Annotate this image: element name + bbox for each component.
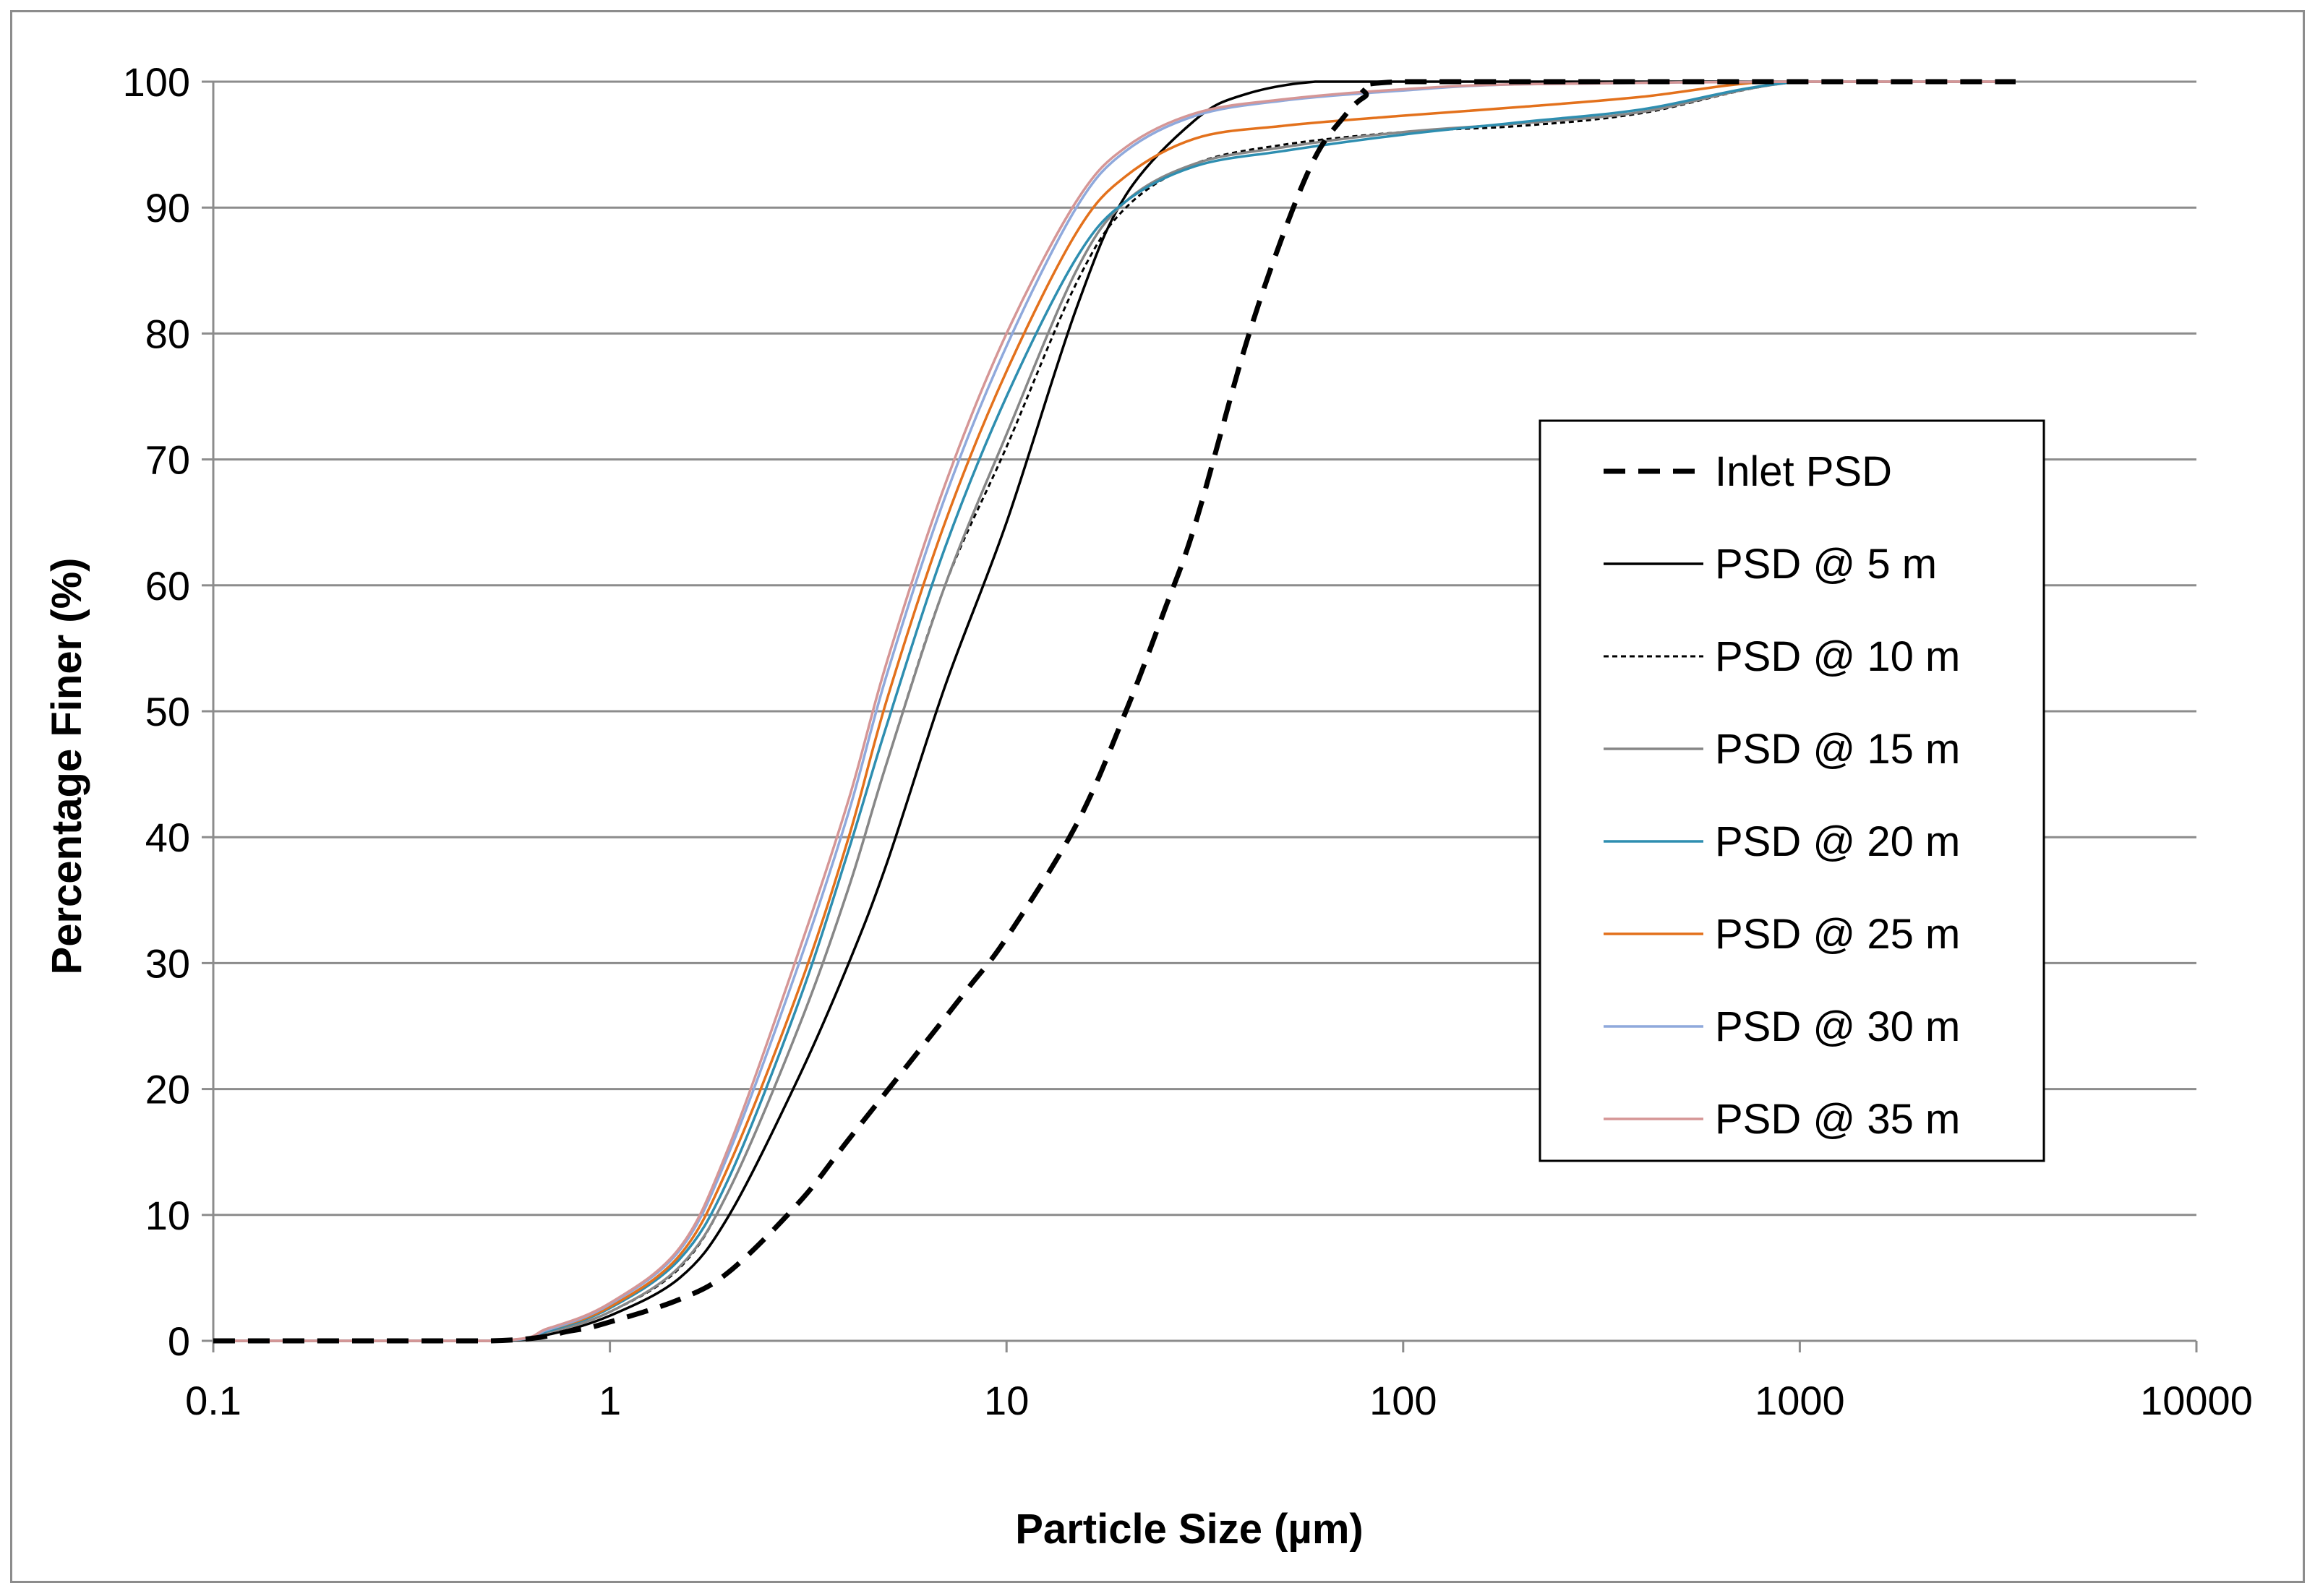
y-tick-label: 60: [145, 563, 190, 609]
legend-label-psd-25-m: PSD @ 25 m: [1715, 911, 1960, 958]
y-tick-label: 50: [145, 689, 190, 734]
y-axis-title: Percentage Finer (%): [43, 558, 90, 975]
y-tick-label: 90: [145, 185, 190, 231]
ticks: 0 10 20 30 40 50 60 70 80 90 100 0.1 1 10 100 1000 10000: [123, 59, 2253, 1423]
legend-label-psd-5-m: PSD @ 5 m: [1715, 541, 1937, 588]
x-tick-label: 100: [1369, 1378, 1437, 1423]
legend-label-psd-10-m: PSD @ 10 m: [1715, 633, 1960, 680]
legend-label-psd-15-m: PSD @ 15 m: [1715, 726, 1960, 773]
series-line-inlet-psd: [213, 79, 2016, 1344]
legend-box: [1539, 419, 2045, 1162]
x-tick-label: 1000: [1755, 1378, 1845, 1423]
x-tick-label: 10000: [2140, 1378, 2253, 1423]
series-line-psd-25-m: [213, 80, 2016, 1342]
y-tick-label: 40: [145, 815, 190, 860]
y-tick-label: 10: [145, 1193, 190, 1238]
x-tick-label: 10: [984, 1378, 1029, 1423]
y-tick-label: 30: [145, 940, 190, 986]
y-tick-label: 20: [145, 1067, 190, 1112]
y-tick-label: 0: [168, 1318, 190, 1364]
legend-label-psd-20-m: PSD @ 20 m: [1715, 818, 1960, 865]
legend-label-psd-30-m: PSD @ 30 m: [1715, 1003, 1960, 1050]
series-line-psd-35-m: [213, 80, 2016, 1342]
y-tick-label: 100: [123, 59, 190, 105]
x-tick-label: 1: [599, 1378, 621, 1423]
x-tick-label: 0.1: [185, 1378, 241, 1423]
legend-label-inlet-psd: Inlet PSD: [1715, 448, 1892, 495]
y-tick-label: 80: [145, 311, 190, 356]
series: [213, 79, 2016, 1344]
legend-label-psd-35-m: PSD @ 35 m: [1715, 1096, 1960, 1143]
x-axis-title: Particle Size (µm): [1015, 1506, 1363, 1553]
series-line-psd-15-m: [213, 80, 2016, 1342]
legend: Inlet PSD PSD @ 5 m PSD @ 10 m PSD @ 15 m PS…: [1539, 419, 2045, 1162]
y-tick-label: 70: [145, 437, 190, 483]
